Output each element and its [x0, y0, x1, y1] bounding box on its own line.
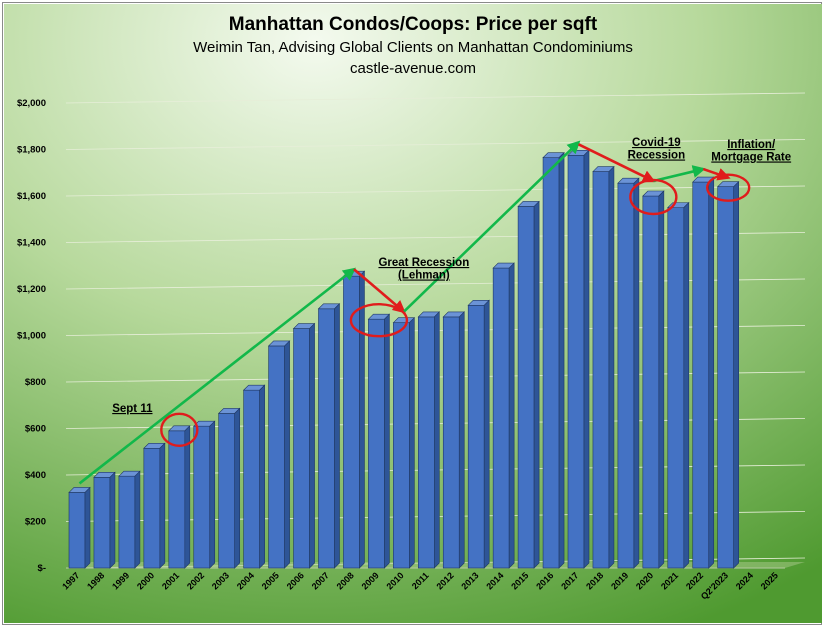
highlight-circle — [706, 173, 751, 202]
bar-side — [483, 299, 490, 569]
bar-side — [309, 322, 315, 569]
bar-front — [193, 425, 211, 569]
bar-front — [393, 322, 410, 569]
bar-front — [118, 475, 136, 569]
y-tick-label: $800 — [25, 377, 46, 388]
annotation-label: (Lehman) — [398, 270, 450, 282]
bar-front — [592, 171, 610, 569]
upward-trend-arrow — [653, 165, 706, 183]
highlight-circle — [349, 303, 409, 338]
bar-front — [293, 328, 310, 569]
bar-front — [617, 182, 635, 569]
bar-side — [284, 340, 290, 569]
highlight-circle — [629, 178, 678, 216]
bar-front — [93, 477, 111, 569]
upward-trend-arrow — [402, 140, 581, 313]
annotations: Sept 11 Great Recession(Lehman) Covid-19Re… — [78, 137, 791, 485]
bar-side — [508, 262, 515, 569]
bar-front — [467, 304, 485, 569]
bar-front — [542, 157, 560, 569]
downward-trend-arrow — [702, 167, 731, 181]
bar-front — [642, 195, 660, 569]
bar-front — [68, 492, 86, 569]
bar-side — [159, 442, 166, 569]
y-tick-label: $1,000 — [17, 331, 46, 342]
bar-side — [558, 151, 565, 569]
bar-side — [533, 200, 540, 569]
chart-source: castle-avenue.com — [350, 60, 476, 77]
bar-side — [184, 425, 191, 569]
bar-front — [368, 318, 385, 569]
upward-trend-arrow — [78, 267, 356, 485]
chart-title: Manhattan Condos/Coops: Price per sqft — [229, 14, 598, 35]
bar-side — [683, 201, 690, 569]
chart-subtitle: Weimin Tan, Advising Global Clients on M… — [193, 39, 633, 56]
bar-side — [384, 313, 390, 569]
bar-side — [84, 486, 91, 569]
bar-front — [667, 207, 685, 569]
bar-side — [658, 190, 665, 569]
bar-side — [234, 407, 240, 569]
y-tick-label: $600 — [25, 424, 46, 435]
bar-front — [517, 206, 535, 569]
y-tick-label: $1,600 — [17, 191, 46, 202]
bar-front — [243, 389, 260, 569]
bar-side — [708, 176, 715, 569]
annotation-label: Great Recession — [378, 257, 469, 269]
annotation-label: Inflation/ — [727, 139, 776, 151]
y-tick-label: $400 — [25, 470, 46, 481]
bar-side — [209, 420, 216, 569]
y-tick-label: $2,000 — [17, 98, 46, 109]
bar-front — [442, 316, 460, 569]
bar-front — [692, 181, 710, 569]
bar-side — [109, 471, 116, 569]
y-tick-label: $1,200 — [17, 284, 46, 295]
bar-side — [134, 470, 141, 569]
y-tick-label: $200 — [25, 517, 46, 528]
bar-front — [567, 155, 585, 569]
bar-side — [359, 270, 365, 569]
annotation-label: Recession — [628, 150, 686, 162]
bar-front — [268, 345, 285, 569]
highlight-circle — [160, 412, 199, 448]
bar-side — [334, 303, 340, 569]
bar-side — [259, 384, 265, 569]
bar-front — [318, 308, 335, 569]
bars — [68, 149, 740, 569]
bar-side — [409, 316, 415, 569]
bar-side — [583, 149, 590, 569]
bar-front — [168, 430, 186, 569]
bar-side — [433, 311, 440, 569]
gridline — [65, 92, 806, 104]
bar-front — [492, 267, 510, 569]
bar-side — [733, 180, 740, 569]
gridline — [65, 185, 806, 197]
y-tick-label: $1,800 — [17, 145, 46, 156]
downward-trend-arrow — [577, 143, 656, 183]
gridline — [65, 139, 806, 150]
bar-side — [458, 311, 465, 569]
bar-front — [218, 413, 235, 569]
annotation-label: Sept 11 — [112, 403, 153, 415]
annotation-label: Mortgage Rate — [711, 152, 791, 164]
bar-side — [608, 165, 615, 569]
y-tick-label: $1,400 — [17, 238, 46, 249]
bar-front — [717, 186, 735, 569]
bar-front — [417, 316, 435, 569]
annotation-label: Covid-19 — [632, 137, 681, 149]
y-tick-label: $- — [38, 563, 46, 574]
downward-trend-arrow — [353, 268, 406, 314]
y-axis-ticks: $- $200 $400 $600 $800 $1,000 $1,200 $1,400 $1,6… — [17, 98, 46, 574]
bar-side — [633, 177, 640, 569]
bar-front — [143, 447, 161, 569]
